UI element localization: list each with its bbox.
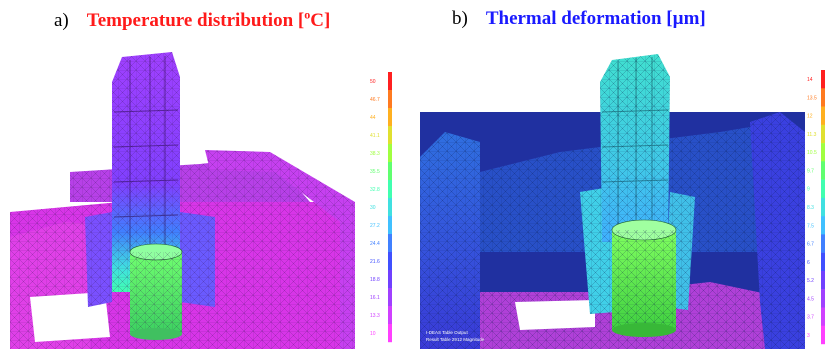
legend-swatch (821, 234, 825, 253)
caption-a-title-text: Temperature distribution [ (86, 10, 305, 32)
legend-swatch (388, 180, 392, 199)
legend-swatch (388, 324, 392, 343)
legend-swatch (821, 197, 825, 217)
legend-swatch (388, 126, 392, 145)
floor-opening (515, 300, 595, 330)
caption-a-unit: C] (310, 10, 331, 32)
legend-tick-label: 10.5 (807, 150, 817, 156)
panel-deformation: I-DEAS Table Output Result Table 2912 Ma… (420, 52, 826, 349)
legend-swatch (388, 306, 392, 325)
legend-swatch (388, 198, 392, 217)
legend-swatch (821, 252, 825, 272)
legend-tick-label: 4.5 (807, 296, 814, 302)
legend-swatch (388, 72, 392, 91)
legend-swatch (388, 162, 392, 181)
legend-tick-label: 7.5 (807, 223, 814, 229)
legend-tick-label: 9 (807, 187, 810, 193)
legend-tick-label: 21.6 (370, 259, 380, 265)
legend-swatch (821, 88, 825, 107)
caption-a-letter: a) (54, 10, 69, 32)
legend-swatch (388, 216, 392, 235)
deformation-render: I-DEAS Table Output Result Table 2912 Ma… (420, 54, 825, 349)
legend-swatch (388, 270, 392, 289)
legend-swatch (821, 70, 825, 89)
caption-a-title: Temperature distribution [oC] (86, 8, 331, 32)
caption-b-title: Thermal deformation [µm] (486, 8, 706, 29)
legend-swatch (821, 307, 825, 326)
legend-swatch (388, 288, 392, 307)
legend-swatch (821, 161, 825, 180)
legend-tick-label: 44 (370, 115, 376, 121)
legend-tick-label: 13.3 (370, 313, 380, 319)
legend-tick-label: 41.1 (370, 133, 380, 139)
legend-tick-label: 6 (807, 260, 810, 266)
legend-tick-label: 30 (370, 205, 376, 211)
legend-swatch (821, 216, 825, 235)
footer-line2: Result Table 2912 Magnitude (426, 337, 485, 342)
legend-tick-label: 27.2 (370, 223, 380, 229)
caption-a-degree: o (304, 8, 311, 22)
legend-tick-label: 9.7 (807, 169, 814, 175)
panel-temperature: 50 46.7 44 41.1 38.3 35.5 32.8 30 27.2 24.4 21.6 18… (10, 52, 410, 349)
caption-b: b) Thermal deformation [µm] (452, 8, 706, 30)
caption-b-mu: µ (672, 8, 684, 29)
legend-swatch (821, 124, 825, 144)
legend-tick-label: 11.3 (807, 132, 817, 138)
legend-swatch (821, 179, 825, 199)
temperature-legend: 50 46.7 44 41.1 38.3 35.5 32.8 30 27.2 24.4 21.6 18… (370, 72, 392, 343)
legend-tick-label: 14 (807, 77, 813, 83)
caption-a: a) Temperature distribution [oC] (54, 8, 330, 32)
legend-tick-label: 3.7 (807, 315, 814, 321)
caption-b-unit: m] (683, 8, 706, 29)
deformation-legend: 14 13.5 12 11.3 10.5 9.7 9 8.3 7.5 6.7 6 5.2 4.5 3.7 3 (807, 70, 825, 345)
legend-tick-label: 50 (370, 79, 376, 85)
legend-tick-label: 35.5 (370, 169, 380, 175)
legend-swatch (388, 144, 392, 163)
legend-swatch (821, 289, 825, 308)
legend-swatch (388, 90, 392, 109)
legend-tick-label: 3 (807, 333, 810, 339)
legend-swatch (388, 108, 392, 127)
legend-tick-label: 16.1 (370, 295, 380, 301)
legend-swatch (388, 252, 392, 271)
legend-tick-label: 12 (807, 114, 813, 120)
legend-swatch (821, 270, 825, 290)
legend-swatch (388, 234, 392, 253)
legend-tick-label: 10 (370, 331, 376, 337)
caption-b-title-text: Thermal deformation [ (485, 8, 673, 29)
legend-tick-label: 24.4 (370, 241, 380, 247)
legend-swatch (821, 106, 825, 125)
legend-tick-label: 32.8 (370, 187, 380, 193)
legend-tick-label: 8.3 (807, 205, 814, 211)
legend-tick-label: 6.7 (807, 242, 814, 248)
legend-swatch (821, 143, 825, 162)
caption-b-letter: b) (452, 8, 468, 29)
temperature-render: 50 46.7 44 41.1 38.3 35.5 32.8 30 27.2 24.4 21.6 18… (10, 52, 392, 349)
legend-tick-label: 38.3 (370, 151, 380, 157)
legend-swatch (821, 325, 825, 345)
legend-tick-label: 18.8 (370, 277, 380, 283)
footer-line1: I-DEAS Table Output (426, 330, 468, 335)
legend-tick-label: 13.5 (807, 95, 817, 101)
legend-tick-label: 5.2 (807, 278, 814, 284)
legend-tick-label: 46.7 (370, 97, 380, 103)
